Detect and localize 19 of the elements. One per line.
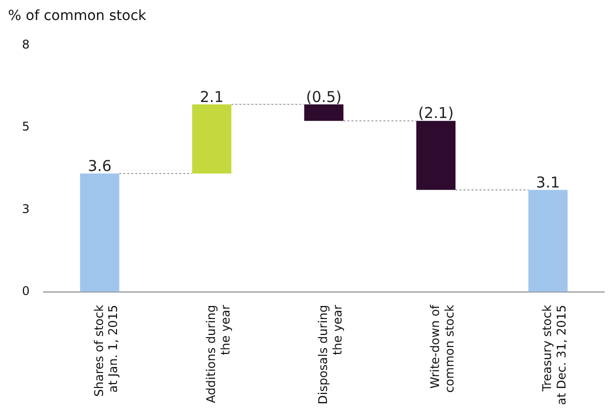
bar <box>528 190 568 292</box>
data-label: 2.1 <box>200 88 224 106</box>
y-tick-label: 3 <box>22 202 30 216</box>
data-label: 3.1 <box>536 173 560 192</box>
bar <box>304 104 344 121</box>
x-tick-label: Write-down of common stock <box>428 304 456 393</box>
y-tick-label: 0 <box>22 284 30 298</box>
data-label: (0.5) <box>306 88 342 106</box>
x-tick-label: Shares of stock at Jan. 1, 2015 <box>92 304 120 397</box>
x-tick-label: Disposals during the year <box>316 304 344 404</box>
y-tick-label: 8 <box>22 37 30 52</box>
data-label: 3.6 <box>88 156 112 175</box>
bar <box>192 104 232 174</box>
y-axis-title: % of common stock <box>8 8 146 24</box>
data-label: (2.1) <box>418 104 454 122</box>
x-tick-label: Additions during the year <box>204 304 232 404</box>
y-tick-label: 5 <box>22 120 30 134</box>
bar <box>416 120 456 190</box>
bar <box>80 173 120 292</box>
